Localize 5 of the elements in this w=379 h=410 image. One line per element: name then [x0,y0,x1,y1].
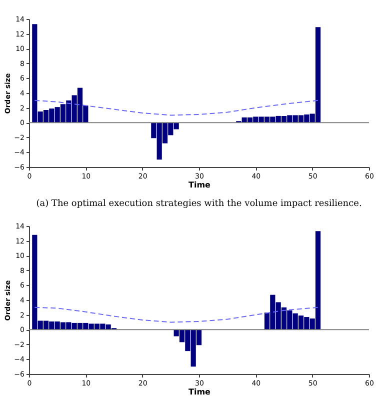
line-series [34,306,318,323]
x-axis-title: Time [188,180,212,190]
line-series [34,100,318,116]
x-axis-title: Time [188,388,212,396]
text: (a) The optimal execution strategies with the volume impact resilience. [36,199,362,209]
